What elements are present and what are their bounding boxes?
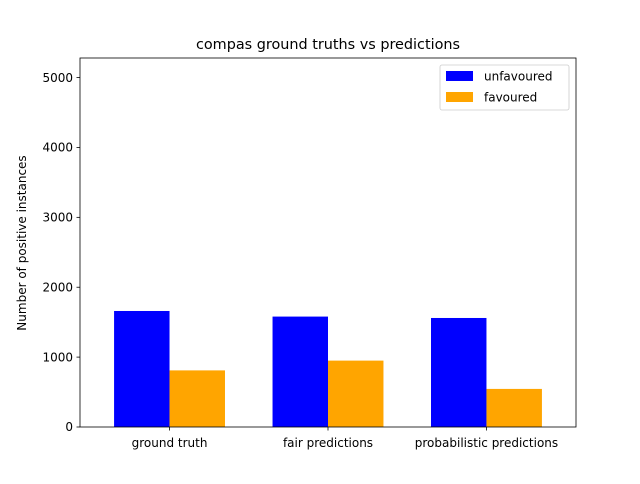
y-tick-label-4: 4000 (42, 141, 73, 155)
y-tick-label-0: 0 (65, 420, 73, 434)
y-tick-label-1: 1000 (42, 350, 73, 364)
x-tick-label-2: probabilistic predictions (415, 436, 558, 450)
bar-unfavoured-0 (114, 310, 170, 427)
legend: unfavoured favoured (439, 64, 570, 111)
bar-unfavoured-2 (431, 317, 487, 427)
y-tick-label-5: 5000 (42, 71, 73, 85)
bar-favoured-2 (486, 388, 542, 427)
x-tick-label-1: fair predictions (283, 436, 373, 450)
chart-title: compas ground truths vs predictions (196, 37, 460, 53)
legend-label-favoured: favoured (484, 91, 537, 105)
x-tick-label-0: ground truth (132, 436, 208, 450)
bar-unfavoured-1 (272, 316, 328, 427)
legend-swatch-favoured (446, 92, 473, 102)
legend-label-unfavoured: unfavoured (484, 70, 553, 84)
bar-favoured-1 (328, 360, 384, 427)
plot-area: 0 1000 2000 3000 4000 5000 ground truth fair pr… (42, 57, 577, 450)
y-tick-label-2: 2000 (42, 280, 73, 294)
y-axis-label: Number of positive instances (15, 155, 29, 330)
bar-favoured-0 (169, 370, 225, 427)
legend-swatch-unfavoured (446, 71, 473, 81)
y-tick-label-3: 3000 (42, 211, 73, 225)
